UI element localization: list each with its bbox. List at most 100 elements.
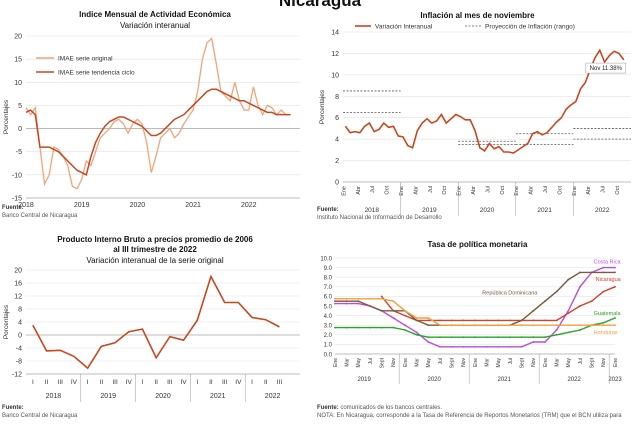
- rate-point: [357, 302, 360, 305]
- rate-point: [380, 326, 383, 329]
- rate-point: [602, 324, 605, 327]
- rate-point: [439, 336, 441, 339]
- y-tick-label: 4: [335, 137, 339, 144]
- year-label: 2021: [537, 207, 552, 214]
- rate-point: [462, 336, 465, 339]
- rate-point: [614, 324, 616, 327]
- inflation-chart: 0 2 4 6 8 10 12 14 Porcentajes Ene Abr Jul Oct Ene Abr…: [319, 24, 631, 216]
- month-tick-label: Jul: [578, 358, 584, 364]
- y-tick-label: 0: [18, 126, 22, 133]
- rate-point: [520, 336, 523, 339]
- month-tick-label: Oct: [615, 186, 621, 195]
- rate-point: [462, 324, 465, 327]
- page-title: Nicaragua: [278, 0, 362, 10]
- policy-rate-note: NOTA: En Nicaragua, corresponde a la Tas…: [317, 413, 622, 419]
- month-tick-label: Abr: [529, 186, 535, 195]
- y-tick-label: -4: [16, 346, 22, 353]
- month-tick-label: Mar: [484, 358, 490, 367]
- policy-rate-source-label: Fuente:: [317, 405, 339, 411]
- rate-point: [590, 300, 593, 303]
- rate-point: [439, 324, 441, 327]
- rate-point: [474, 345, 476, 348]
- y-tick-label: -8: [16, 359, 22, 366]
- rate-point: [404, 309, 406, 312]
- annotation-label: Nov 11.38%: [590, 66, 623, 72]
- y-tick-label: 5.0: [324, 304, 333, 310]
- pib-line: [32, 274, 280, 370]
- rate-point: [602, 290, 605, 293]
- rate-point: [345, 300, 348, 303]
- quarter-label: II: [209, 379, 213, 386]
- pib-title-line1: Producto Interno Bruto a precios promedi…: [57, 235, 253, 244]
- year-label: 2023: [608, 377, 622, 383]
- month-tick-label: Abr: [356, 186, 362, 195]
- rate-point: [334, 326, 336, 329]
- y-axis-label: Porcentajes: [319, 89, 326, 124]
- quarter-label: III: [58, 379, 64, 386]
- quarter-label: III: [277, 379, 283, 386]
- series-label: Honduras: [594, 330, 618, 336]
- quarter-label: III: [167, 379, 173, 386]
- rate-point: [357, 297, 360, 300]
- rate-point: [427, 324, 430, 327]
- policy-rate-source-text: comunicados de los bancos centrales.: [340, 405, 443, 411]
- month-tick-label: Oct: [557, 186, 563, 195]
- month-tick-label: Ene: [403, 358, 409, 367]
- rate-point: [357, 326, 360, 329]
- month-tick-label: Jul: [508, 358, 514, 364]
- quarter-label: II: [100, 379, 104, 386]
- imae-panel: Indice Mensual de Actividad Económica Va…: [0, 8, 310, 224]
- quarter-label: I: [251, 379, 253, 386]
- year-label: 2018: [46, 393, 62, 400]
- rate-point: [555, 290, 558, 293]
- pib-title-line2: al III trimestre de 2022: [113, 245, 197, 254]
- rate-point: [544, 324, 546, 327]
- rate-point: [602, 266, 605, 269]
- rate-point: [497, 319, 500, 322]
- x-tick-label: 2019: [74, 202, 90, 209]
- inflation-panel: Inflación al mes de noviembre 0 2 4 6 8 10 12 1…: [315, 8, 640, 224]
- rate-point: [614, 317, 616, 319]
- month-tick-label: Mar: [554, 358, 560, 367]
- rate-point: [485, 336, 488, 339]
- rate-point: [555, 329, 558, 331]
- rate-point: [509, 345, 511, 348]
- y-tick-label: 2: [335, 158, 339, 165]
- rate-point: [334, 302, 336, 305]
- inflation-source-text: Instituto Nacional de Información de Des…: [317, 215, 442, 221]
- month-tick-label: Jul: [368, 358, 374, 364]
- rate-point: [427, 341, 430, 343]
- y-tick-label: 4.0: [324, 314, 333, 320]
- month-tick-label: Ene: [543, 358, 549, 367]
- rate-point: [415, 333, 418, 336]
- quarter-label: III: [222, 379, 228, 386]
- pib-subtitle: Variación interanual de la serie origina…: [86, 256, 224, 265]
- rate-point: [485, 345, 488, 348]
- y-tick-label: 9.0: [324, 266, 333, 272]
- year-label: 2021: [497, 377, 511, 383]
- month-tick-label: Nov: [391, 358, 397, 367]
- month-tick-label: Mar: [414, 358, 420, 367]
- month-tick-label: May: [426, 358, 432, 368]
- legend-label: IMAE serie tendencia ciclo: [58, 70, 135, 77]
- month-tick-label: Nov: [461, 358, 467, 367]
- rate-point: [520, 345, 523, 348]
- quarter-label: I: [87, 379, 89, 386]
- imae-chart: -15 -10 -5 0 5 10 15 20 2018 2019 2020 2021 2022 Porc…: [3, 34, 300, 209]
- month-tick-label: Oct: [500, 186, 506, 195]
- year-label: 2019: [100, 393, 116, 400]
- rate-point: [404, 314, 406, 317]
- rate-point: [450, 319, 453, 322]
- rate-point: [520, 324, 523, 327]
- rate-point: [555, 324, 558, 327]
- imae-title: Indice Mensual de Actividad Económica: [79, 10, 231, 19]
- y-tick-label: 16: [14, 281, 22, 288]
- y-tick-label: 6.0: [324, 295, 333, 301]
- x-tick-label: 2018: [18, 202, 34, 209]
- rate-point: [462, 345, 465, 348]
- y-tick-label: 0: [18, 333, 22, 340]
- imae-subtitle: Variación interanual: [119, 21, 191, 30]
- quarter-label: IV: [180, 379, 187, 386]
- pib-source-label: Fuente:: [2, 405, 24, 411]
